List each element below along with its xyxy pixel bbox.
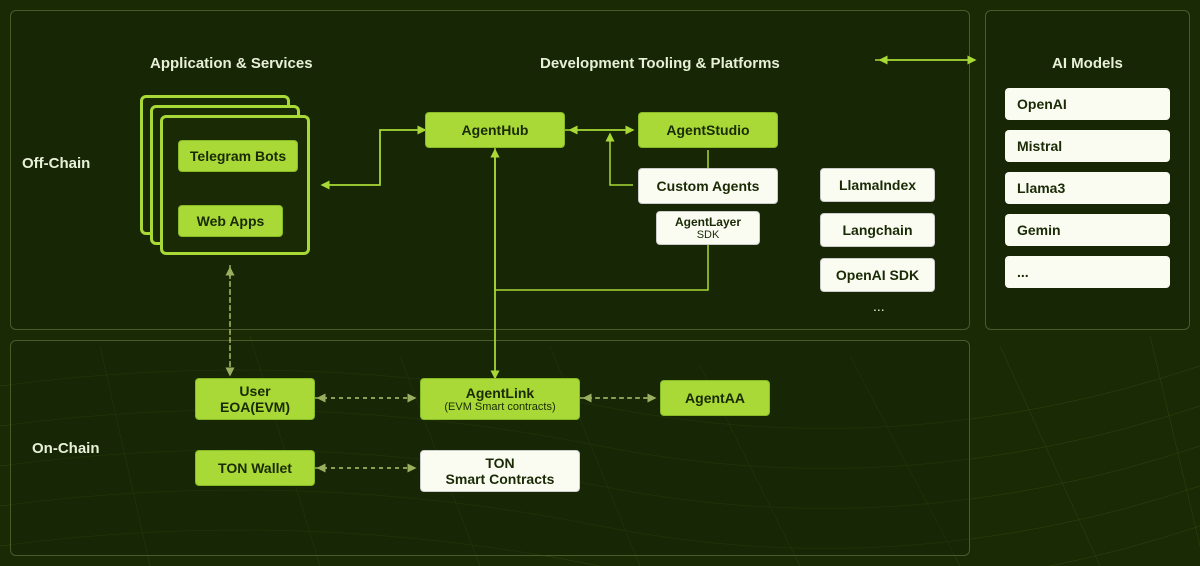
node-ton-wallet: TON Wallet xyxy=(195,450,315,486)
user-eoa-title: User xyxy=(239,383,270,399)
ai-model-item: Mistral xyxy=(1005,130,1170,162)
ai-model-item: ... xyxy=(1005,256,1170,288)
node-web-apps: Web Apps xyxy=(178,205,283,237)
ton-sc-title: TON xyxy=(485,455,514,471)
label-offchain: Off-Chain xyxy=(22,155,90,172)
node-langchain: Langchain xyxy=(820,213,935,247)
header-app-services: Application & Services xyxy=(150,55,313,72)
node-llamaindex: LlamaIndex xyxy=(820,168,935,202)
node-custom-agents: Custom Agents xyxy=(638,168,778,204)
agentlink-sub: (EVM Smart contracts) xyxy=(444,401,555,413)
node-user-eoa: User EOA(EVM) xyxy=(195,378,315,420)
agentlayer-sdk-sub: SDK xyxy=(697,229,720,241)
node-ton-smart-contracts: TON Smart Contracts xyxy=(420,450,580,492)
ai-model-item: Llama3 xyxy=(1005,172,1170,204)
agentlayer-sdk-title: AgentLayer xyxy=(675,215,741,229)
node-agentstudio: AgentStudio xyxy=(638,112,778,148)
app-stack-group xyxy=(140,95,320,265)
user-eoa-sub: EOA(EVM) xyxy=(220,399,290,415)
header-ai-models: AI Models xyxy=(1052,55,1123,72)
ton-sc-sub: Smart Contracts xyxy=(446,471,555,487)
node-openai-sdk: OpenAI SDK xyxy=(820,258,935,292)
ai-models-list: OpenAI Mistral Llama3 Gemin ... xyxy=(1005,88,1170,288)
panel-onchain xyxy=(10,340,970,556)
ai-model-item: OpenAI xyxy=(1005,88,1170,120)
node-agentaa: AgentAA xyxy=(660,380,770,416)
agentlink-title: AgentLink xyxy=(466,385,534,401)
node-agenthub: AgentHub xyxy=(425,112,565,148)
header-dev-tooling: Development Tooling & Platforms xyxy=(540,55,780,72)
ai-model-item: Gemin xyxy=(1005,214,1170,246)
node-agentlayer-sdk: AgentLayer SDK xyxy=(656,211,760,245)
ellipsis-sdks: ... xyxy=(873,298,885,314)
node-agentlink: AgentLink (EVM Smart contracts) xyxy=(420,378,580,420)
label-onchain: On-Chain xyxy=(32,440,100,457)
node-telegram-bots: Telegram Bots xyxy=(178,140,298,172)
